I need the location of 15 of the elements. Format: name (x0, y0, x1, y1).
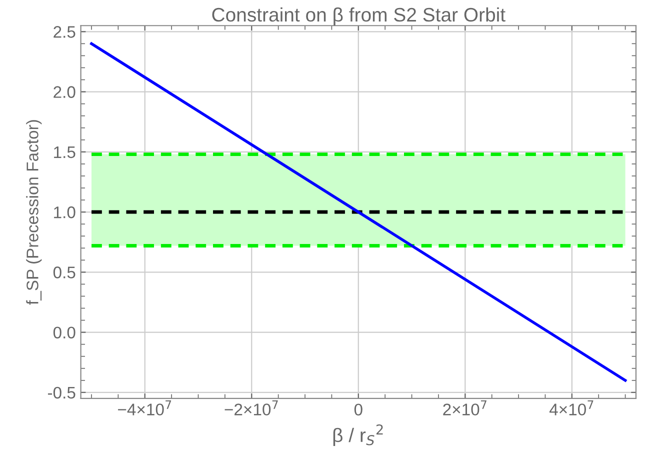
x-tick-label: 2×10$^{7}$ (443, 400, 486, 416)
y-tick-label: 1.5 (54, 146, 76, 158)
y-tick-label: 2.5 (54, 26, 76, 38)
x-tick-label: −4×10$^{7}$ (118, 400, 172, 416)
y-tick-label: 2.0 (54, 86, 76, 98)
x-tick-label: 0 (354, 404, 362, 416)
x-tick-label: 4×10$^{7}$ (549, 400, 594, 416)
chart-title: Constraint on β from S2 Star Orbit (212, 7, 506, 26)
y-tick-label: -0.5 (48, 386, 76, 399)
y-tick-label: 0.0 (53, 326, 76, 338)
y-tick-label: 0.5 (53, 266, 76, 278)
y-axis-title: f_SP (Precession Factor) (26, 120, 42, 305)
x-tick-label: −2×10$^{7}$ (224, 400, 278, 416)
x-axis-title: β / r$_{S}$$^{2}$ (333, 424, 383, 446)
y-tick-label: 1.0 (54, 206, 76, 218)
